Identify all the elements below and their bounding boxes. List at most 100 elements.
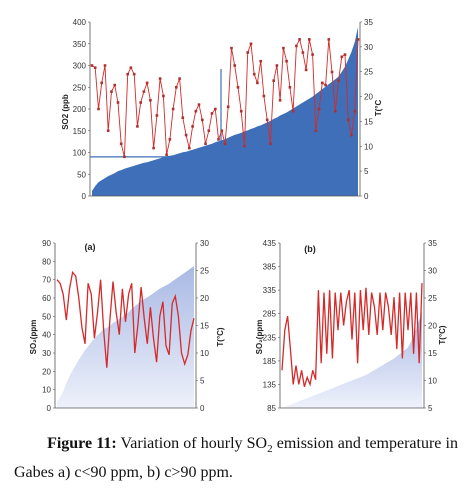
chart-b: 85 135 185 235 285 335 385 435 5 10 15 20 25 30 35 (b… — [255, 239, 447, 413]
y2-tick-label: 0 — [364, 192, 369, 201]
y2-tick-label: 5 — [200, 377, 205, 386]
y2-tick-label: 15 — [428, 349, 437, 358]
so2-point — [304, 68, 308, 72]
y-tick-label: 60 — [42, 294, 51, 303]
so2-point — [334, 109, 337, 113]
caption-subscript: 2 — [267, 443, 273, 456]
y-axis-label-b: SO₂(ppm — [255, 320, 264, 355]
so2-point — [327, 38, 331, 41]
so2-point — [230, 46, 233, 50]
so2-point — [252, 72, 256, 76]
y-tick-label: 20 — [42, 367, 51, 376]
so2-point — [239, 109, 243, 113]
y-tick-label: 350 — [73, 40, 87, 49]
temperature-area-a — [57, 266, 194, 408]
y2-tick-label: 5 — [428, 404, 433, 413]
so2-point — [226, 105, 230, 109]
so2-point — [93, 66, 97, 69]
so2-point — [149, 99, 152, 102]
so2-point — [301, 51, 305, 54]
y-tick-label: 80 — [42, 257, 51, 266]
so2-point — [295, 44, 298, 48]
so2-point — [191, 125, 194, 128]
so2-point — [106, 129, 110, 132]
y-tick-label: 185 — [263, 357, 277, 366]
so2-point — [103, 64, 107, 67]
so2-point — [100, 81, 103, 85]
so2-point — [217, 138, 220, 141]
y-tick-label: 50 — [42, 312, 51, 321]
left-ticks-a: 0 10 20 30 40 50 60 70 80 90 — [42, 239, 55, 413]
so2-point — [259, 59, 262, 63]
so2-point — [347, 118, 350, 122]
so2-point — [223, 142, 227, 146]
so2-point — [113, 83, 116, 87]
y-tick-label: 300 — [73, 62, 87, 71]
y2-tick-label: 35 — [364, 18, 373, 27]
so2-point — [116, 101, 120, 104]
so2-point — [314, 129, 318, 132]
left-ticks-b: 85 135 185 235 285 335 385 435 — [263, 239, 280, 413]
so2-point — [233, 64, 236, 67]
y-tick-label: 0 — [47, 404, 52, 413]
y2-axis-label-a: T(°C) — [216, 327, 225, 347]
so2-point — [214, 107, 217, 111]
y-tick-label: 285 — [263, 310, 277, 319]
so2-point — [246, 51, 249, 54]
y2-axis-label-top: T(°C — [374, 100, 383, 117]
so2-point — [188, 146, 191, 150]
so2-markers-top — [90, 38, 360, 159]
so2-point — [262, 94, 266, 98]
y-tick-label: 85 — [267, 404, 276, 413]
temperature-area-b — [282, 311, 422, 408]
so2-point — [291, 109, 295, 113]
left-ticks-top: 0 50 100 150 200 250 300 350 400 — [73, 18, 90, 201]
right-ticks-top: 0 5 10 15 20 25 30 35 — [360, 18, 373, 201]
y-tick-label: 70 — [42, 276, 51, 285]
so2-point — [194, 109, 198, 113]
so2-point — [119, 142, 123, 146]
so2-point — [269, 142, 272, 146]
so2-point — [350, 133, 353, 137]
so2-point — [275, 64, 279, 67]
so2-point — [162, 94, 165, 98]
so2-point — [158, 77, 162, 80]
y-tick-label: 235 — [263, 333, 277, 342]
y-tick-label: 135 — [263, 380, 277, 389]
so2-point — [145, 81, 149, 85]
so2-point — [129, 66, 133, 69]
so2-point — [282, 46, 285, 50]
y2-tick-label: 5 — [364, 167, 369, 176]
so2-point — [171, 107, 175, 111]
so2-point — [132, 72, 136, 76]
y2-tick-label: 30 — [364, 43, 373, 52]
y-axis-label-a: SO₂(ppm — [29, 320, 38, 355]
y-tick-label: 200 — [73, 105, 87, 114]
so2-point — [256, 81, 259, 85]
y2-tick-label: 0 — [200, 404, 205, 413]
y2-tick-label: 25 — [364, 68, 373, 77]
y-tick-label: 0 — [82, 192, 87, 201]
so2-point — [272, 79, 275, 82]
so2-point — [184, 133, 188, 137]
y-tick-label: 435 — [263, 239, 277, 248]
y2-axis-label-b: T(°C) — [438, 325, 447, 345]
so2-point — [181, 116, 185, 119]
caption-text-start: Variation of hourly SO — [120, 435, 268, 452]
chart-a: 0 10 20 30 40 50 60 70 80 90 0 5 10 15 20 25 30 (a) SO₂… — [29, 239, 225, 413]
so2-point — [178, 77, 181, 80]
y-tick-label: 100 — [73, 149, 87, 158]
y-tick-label: 10 — [42, 386, 51, 395]
so2-point — [343, 53, 347, 56]
so2-point — [330, 70, 334, 74]
y2-tick-label: 15 — [364, 117, 373, 126]
so2-point — [210, 112, 214, 115]
so2-point — [308, 38, 311, 41]
so2-point — [90, 64, 94, 67]
y2-tick-label: 15 — [200, 322, 209, 331]
y2-tick-label: 30 — [200, 239, 209, 248]
panel-title-a: (a) — [85, 242, 96, 252]
so2-point — [126, 72, 129, 76]
so2-point — [340, 55, 344, 59]
so2-point — [311, 53, 314, 56]
